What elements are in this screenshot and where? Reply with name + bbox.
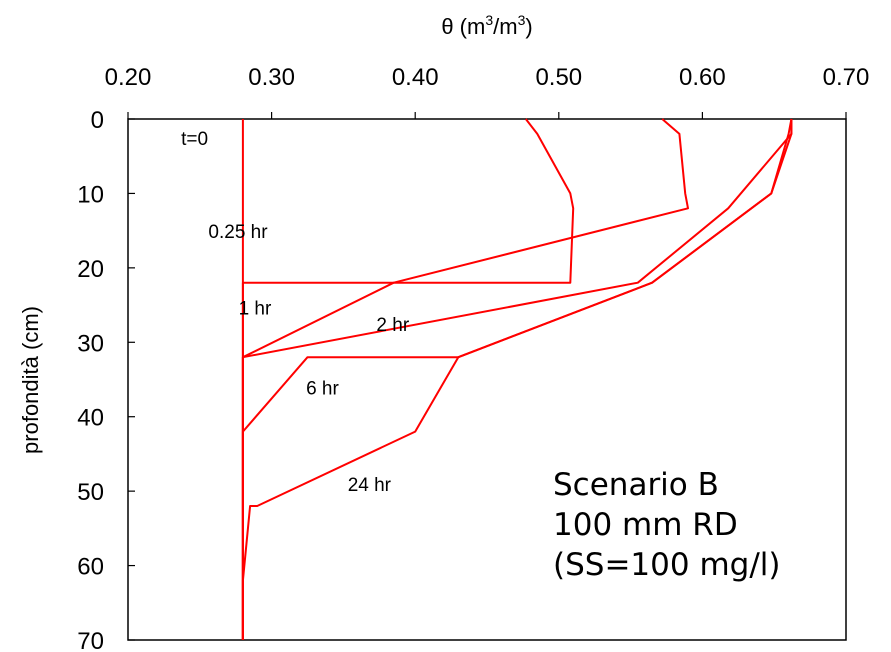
curve-label: 6 hr	[306, 378, 339, 399]
annotation-line: (SS=100 mg/l)	[553, 547, 780, 583]
curve-label: 24 hr	[348, 475, 392, 496]
y-tick-label: 0	[91, 107, 104, 134]
plot-area: 0.20 0.30 0.40 0.50 0.60 0.70 0 10 20 30 40 50 60 70 t…	[77, 64, 869, 652]
series-line	[241, 119, 793, 640]
curve-label: t=0	[181, 129, 208, 150]
x-tick-label: 0.70	[823, 64, 870, 91]
x-tick-label: 0.20	[105, 64, 152, 91]
curve-label: 1 hr	[239, 299, 272, 320]
x-tick-label: 0.30	[248, 64, 295, 91]
y-tick-label: 70	[77, 628, 104, 652]
plot-frame	[127, 118, 847, 641]
y-tick-label: 10	[77, 181, 104, 208]
y-tick-label: 40	[77, 405, 104, 432]
annotation-line: 100 mm RD	[553, 507, 738, 543]
annotation-line: Scenario B	[553, 467, 719, 503]
x-tick-label: 0.60	[679, 64, 726, 91]
y-tick-label: 60	[77, 554, 104, 581]
y-axis-title: profondità (cm)	[18, 306, 43, 454]
curve-label: 0.25 hr	[208, 222, 268, 243]
x-axis-title: θ (m3/m3)	[441, 12, 532, 39]
series-line	[241, 118, 575, 640]
y-tick-label: 30	[77, 330, 104, 357]
y-tick-label: 50	[77, 479, 104, 506]
y-tick-label: 20	[77, 256, 104, 283]
x-tick-label: 0.40	[392, 64, 439, 91]
x-tick-label: 0.50	[535, 64, 582, 91]
curve-label: 2 hr	[376, 315, 409, 336]
scenario-annotation: Scenario B 100 mm RD (SS=100 mg/l)	[553, 467, 780, 583]
